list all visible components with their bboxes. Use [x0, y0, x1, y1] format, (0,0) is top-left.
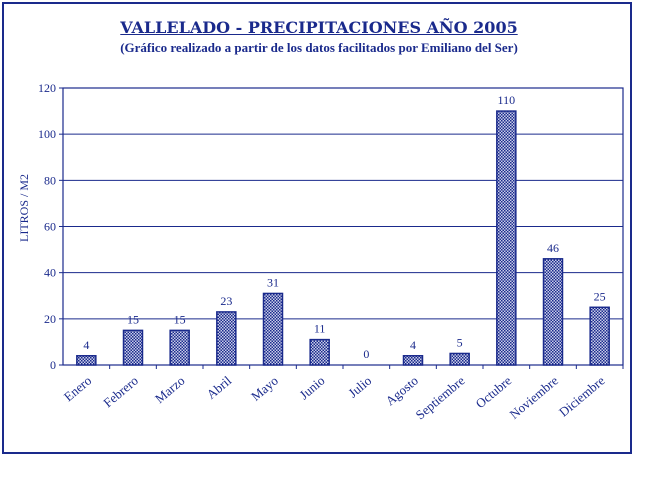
y-axis-ticks: 0 20 40 60 80 100 120: [38, 81, 63, 372]
y-tick-label: 40: [44, 266, 56, 280]
data-label: 15: [174, 312, 186, 326]
x-tick-label: Febrero: [100, 373, 141, 410]
data-label: 110: [498, 93, 516, 107]
x-tick-label: Octubre: [473, 373, 515, 412]
bars: [76, 110, 610, 366]
data-label: 23: [220, 294, 232, 308]
bar: [169, 329, 190, 366]
y-axis-label: LITROS / M2: [17, 174, 31, 242]
data-label: 0: [363, 347, 369, 361]
x-tick-label: Agosto: [383, 373, 421, 409]
chart-title: VALLELADO - PRECIPITACIONES AÑO 2005: [120, 18, 518, 37]
data-label: 11: [314, 322, 326, 336]
data-label: 15: [127, 312, 139, 326]
bar: [309, 338, 330, 366]
bar: [262, 292, 284, 366]
bar: [402, 355, 424, 366]
x-tick-label: Mayo: [248, 373, 281, 404]
gridlines: [63, 133, 623, 320]
y-tick-label: 120: [38, 81, 56, 95]
bar: [589, 306, 610, 366]
x-axis-ticks: Enero Febrero Marzo Abril Mayo Junio Julio Agos…: [61, 365, 624, 423]
y-tick-label: 80: [44, 173, 56, 187]
x-tick-label: Diciembre: [556, 373, 608, 420]
x-tick-label: Noviembre: [506, 373, 561, 422]
bar: [542, 258, 564, 366]
data-label: 5: [457, 335, 463, 349]
data-label: 31: [267, 275, 279, 289]
y-tick-label: 0: [50, 358, 56, 372]
x-tick-label: Septiembre: [413, 373, 468, 423]
data-label: 46: [547, 241, 559, 255]
data-label: 25: [594, 289, 606, 303]
bar: [496, 110, 517, 366]
bar: [216, 311, 237, 366]
bar: [122, 329, 144, 366]
x-tick-label: Junio: [296, 373, 327, 403]
bar: [76, 355, 97, 366]
y-tick-label: 20: [44, 312, 56, 326]
x-tick-label: Abril: [204, 373, 235, 402]
x-tick-label: Julio: [345, 373, 374, 401]
bar: [449, 352, 470, 366]
x-tick-label: Enero: [61, 373, 94, 404]
x-tick-label: Marzo: [152, 373, 188, 406]
chart-frame: VALLELADO - PRECIPITACIONES AÑO 2005 (Gr…: [2, 2, 632, 454]
y-tick-label: 60: [44, 220, 56, 234]
y-tick-label: 100: [38, 127, 56, 141]
data-label: 4: [410, 338, 416, 352]
data-label: 4: [83, 338, 89, 352]
chart-subtitle: (Gráfico realizado a partir de los datos…: [120, 40, 518, 55]
